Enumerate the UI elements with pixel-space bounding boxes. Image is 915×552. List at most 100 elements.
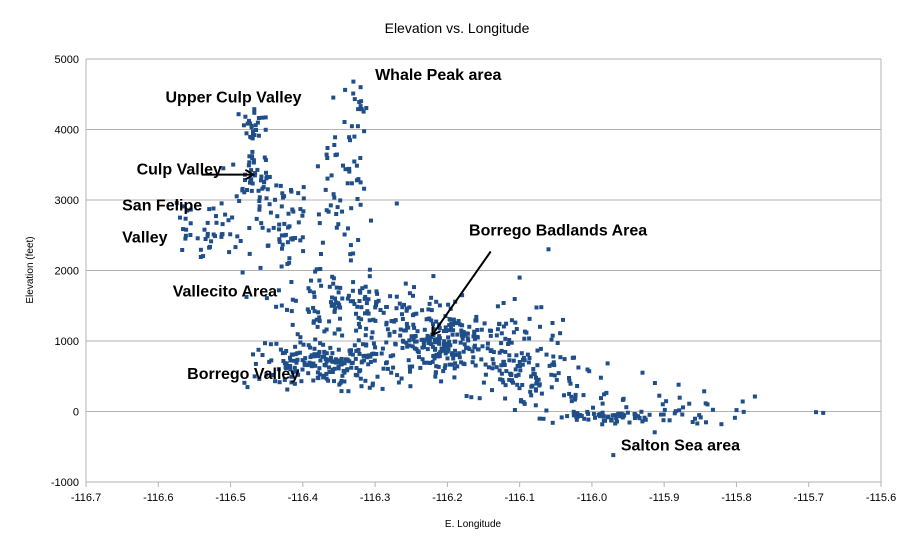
data-point <box>361 109 366 114</box>
data-point <box>517 364 522 369</box>
y-axis-title: Elevation (feet) <box>25 236 36 303</box>
data-point <box>439 379 444 384</box>
data-point <box>324 351 329 356</box>
data-point <box>533 387 538 392</box>
data-point <box>371 341 376 346</box>
data-point <box>181 204 186 209</box>
data-point <box>457 351 462 356</box>
data-point <box>495 327 500 332</box>
data-point <box>305 307 310 312</box>
data-point <box>393 342 398 347</box>
data-point <box>690 420 695 424</box>
data-point <box>381 366 386 371</box>
data-point <box>315 324 320 329</box>
data-point <box>281 359 286 363</box>
data-point <box>274 183 279 188</box>
data-point <box>213 234 217 239</box>
data-point <box>469 395 474 400</box>
data-point <box>491 361 496 366</box>
x-tick-label: -115.8 <box>721 492 751 504</box>
axes: -1000 0 1000 2000 3000 4000 5000 -116.7 -116.6 -1… <box>51 54 896 504</box>
data-point <box>340 333 345 338</box>
data-point <box>316 212 321 217</box>
data-point <box>537 416 542 421</box>
data-point <box>306 309 311 314</box>
data-point <box>400 338 405 343</box>
data-point <box>276 367 281 372</box>
data-point <box>373 345 378 350</box>
data-point <box>334 285 339 290</box>
data-point <box>531 367 536 371</box>
data-point <box>487 328 492 333</box>
data-point <box>672 411 677 416</box>
data-point <box>280 242 285 247</box>
data-point <box>530 383 535 388</box>
data-point <box>247 251 252 256</box>
data-point <box>664 399 669 404</box>
data-point <box>527 316 532 321</box>
data-point <box>290 207 295 212</box>
data-point <box>262 155 267 160</box>
data-point <box>427 316 432 321</box>
data-point <box>460 293 465 298</box>
data-point <box>509 373 514 377</box>
data-point <box>355 373 360 378</box>
data-point <box>466 338 471 343</box>
data-point <box>366 362 371 367</box>
data-point <box>632 412 637 416</box>
data-point <box>254 216 259 221</box>
data-point <box>188 207 193 212</box>
data-point <box>357 368 362 373</box>
data-point <box>441 329 446 333</box>
data-point <box>247 160 252 165</box>
data-point <box>501 301 506 305</box>
data-point <box>277 239 282 244</box>
data-point <box>501 360 506 364</box>
data-point <box>581 393 586 398</box>
data-point <box>319 283 324 288</box>
data-point <box>183 216 188 221</box>
data-point <box>287 256 292 261</box>
data-point <box>567 391 572 396</box>
data-point <box>565 414 570 419</box>
data-point <box>341 163 345 168</box>
data-point <box>405 344 410 349</box>
data-point <box>437 303 442 308</box>
badlands-arrow <box>433 250 492 333</box>
data-point <box>411 337 416 342</box>
data-point <box>640 419 645 424</box>
data-point <box>467 324 472 329</box>
data-point <box>407 305 412 310</box>
data-point <box>419 337 424 342</box>
data-point <box>538 324 542 329</box>
data-point <box>260 353 265 357</box>
data-point <box>410 364 415 369</box>
y-tick-label: 2000 <box>55 266 79 278</box>
data-point <box>342 120 347 124</box>
annotation-whale-peak: Whale Peak area <box>375 67 501 84</box>
data-point <box>258 265 263 270</box>
data-point <box>354 163 359 168</box>
data-point <box>521 357 525 362</box>
data-point <box>332 379 336 384</box>
data-point <box>424 317 429 322</box>
data-point <box>407 364 412 369</box>
data-point <box>338 316 342 321</box>
data-point <box>349 124 354 129</box>
data-point <box>558 331 563 336</box>
data-point <box>255 167 260 172</box>
data-point <box>361 342 365 347</box>
data-point <box>366 297 371 302</box>
data-point <box>250 149 255 154</box>
data-point <box>385 366 390 371</box>
data-point <box>238 239 243 243</box>
data-point <box>549 385 554 390</box>
data-point <box>355 304 360 309</box>
data-point <box>297 350 302 355</box>
data-point <box>486 365 491 370</box>
data-point <box>374 352 379 356</box>
data-point <box>511 358 516 363</box>
data-point <box>400 317 405 321</box>
data-point <box>351 251 356 256</box>
data-point <box>334 212 339 216</box>
